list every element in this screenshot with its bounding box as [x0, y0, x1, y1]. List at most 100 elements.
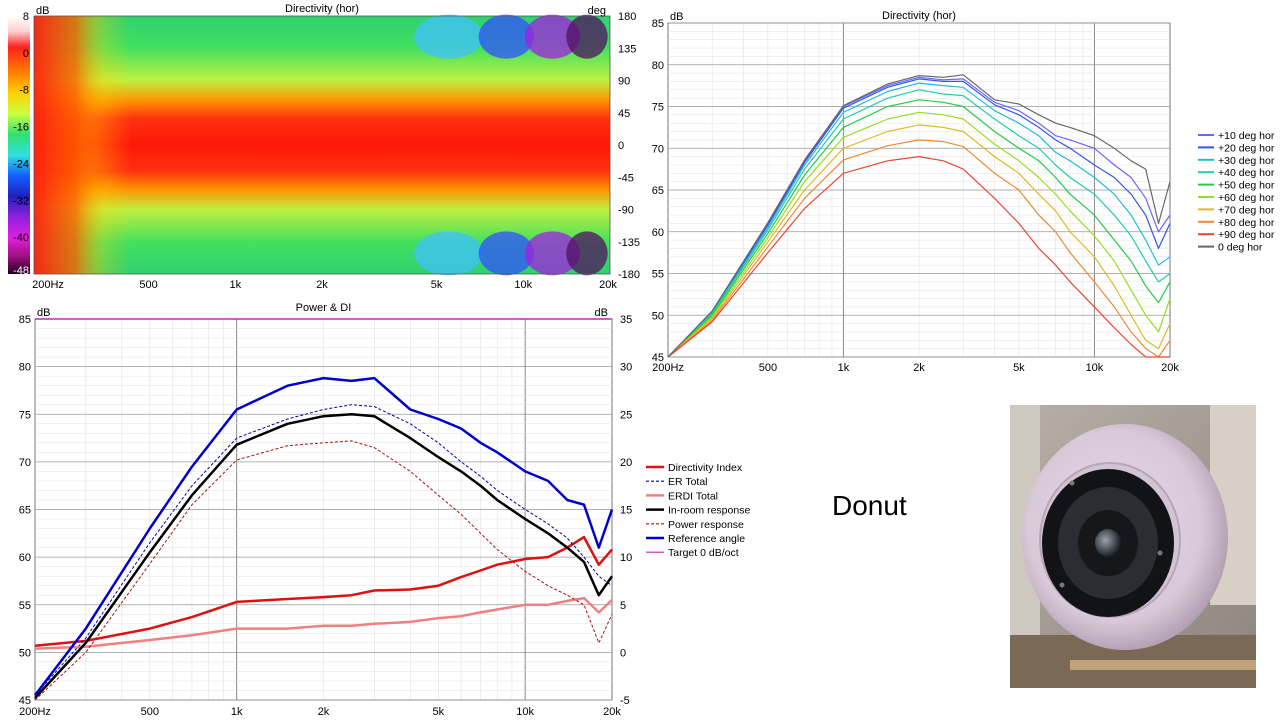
legend-label: Power response — [668, 519, 744, 531]
directivity-x-tick: 2k — [913, 362, 925, 374]
heatmap-ylabel-right: deg — [588, 5, 606, 17]
power-y-tick-right: 5 — [620, 600, 626, 612]
heatmap-y-tick: 135 — [618, 43, 636, 55]
colorbar-tick: -16 — [13, 122, 29, 134]
heatmap-y-tick: 90 — [618, 76, 630, 88]
heatmap-x-tick: 10k — [514, 279, 532, 290]
series-lines — [34, 318, 614, 701]
directivity-y-tick: 75 — [652, 102, 664, 114]
heatmap-lobe — [524, 14, 581, 59]
series-line-5 — [667, 99, 1171, 358]
legend-label: In-room response — [668, 505, 750, 517]
series-line-2 — [34, 404, 613, 696]
heatmap-lobe — [478, 14, 534, 59]
legend-label: Reference angle — [668, 533, 745, 545]
power-y-tick-right: 10 — [620, 552, 632, 564]
power-x-tick: 2k — [318, 706, 330, 718]
directivity-y-tick: 60 — [652, 227, 664, 239]
power-y-tick-left: 55 — [19, 600, 31, 612]
power-y-tick-left: 65 — [19, 505, 31, 517]
directivity-y-tick: 50 — [652, 310, 664, 322]
power-x-tick: 5k — [432, 706, 444, 718]
directivity-y-tick: 80 — [652, 60, 664, 72]
series-line-1 — [34, 535, 613, 647]
power-y-tick-right: 25 — [620, 409, 632, 421]
power-x-tick: 10k — [516, 706, 534, 718]
directivity-x-tick: 500 — [759, 362, 777, 374]
heatmap-ylabel-left: dB — [36, 5, 49, 17]
legend-label: +30 deg hor — [1218, 155, 1275, 167]
legend-label: +90 deg hor — [1218, 229, 1275, 241]
series-line-4 — [667, 89, 1171, 358]
heatmap-y-tick: 180 — [618, 11, 636, 23]
directivity-legend: +10 deg hor+20 deg hor+30 deg hor+40 deg… — [1198, 130, 1275, 254]
power-y-tick-right: 35 — [620, 314, 632, 326]
legend-label: +80 deg hor — [1218, 217, 1275, 229]
power-y-tick-right: 0 — [620, 647, 626, 659]
series-line-10 — [667, 74, 1171, 358]
power-y-tick-right: -5 — [620, 695, 630, 707]
heatmap-lobe — [524, 231, 581, 276]
colorbar-tick: -24 — [13, 158, 29, 170]
heatmap-body — [34, 14, 610, 276]
series-line-5 — [34, 440, 613, 701]
heatmap-y-tick: -45 — [618, 172, 634, 184]
heatmap-lowfreq-band — [34, 16, 265, 274]
directivity-y-tick: 85 — [652, 18, 664, 30]
directivity-y-tick: 55 — [652, 269, 664, 281]
series-line-6 — [34, 376, 614, 696]
power-y-tick-left: 80 — [19, 362, 31, 374]
power-x-tick: 500 — [141, 706, 159, 718]
colorbar-tick: 8 — [23, 11, 29, 23]
power-legend: Directivity Index ER Total ERDI Total In-ro… — [646, 462, 750, 559]
directivity-title: Directivity (hor) — [882, 10, 956, 22]
speaker-photo-icon — [1010, 405, 1256, 688]
directivity-x-tick: 10k — [1086, 362, 1104, 374]
series-line-3 — [34, 596, 613, 650]
colorbar-tick: -40 — [13, 232, 29, 244]
series-line-9 — [667, 156, 1170, 358]
colorbar-tick: -32 — [13, 195, 29, 207]
directivity-x-tick: 20k — [1161, 362, 1179, 374]
power-ylabel-left: dB — [37, 307, 50, 319]
heatmap-x-tick: 5k — [431, 279, 443, 290]
heatmap-y-tick: -135 — [618, 237, 640, 249]
directivity-ylabel: dB — [670, 11, 683, 23]
power-y-tick-left: 85 — [19, 314, 31, 326]
heatmap-lobe — [414, 14, 484, 59]
power-y-tick-left: 70 — [19, 457, 31, 469]
heatmap-x-tick: 2k — [316, 279, 328, 290]
series-line-6 — [667, 111, 1171, 358]
series-lines — [667, 74, 1171, 358]
legend-label: Directivity Index — [668, 462, 743, 474]
directivity-line-chart: Directivity (hor) dB 85 80 75 70 65 60 55 50 45200… — [652, 10, 1275, 374]
heatmap-x-tick: 500 — [139, 279, 157, 290]
power-x-tick: 1k — [231, 706, 243, 718]
colorbar-tick: -8 — [19, 85, 29, 97]
series-line-8 — [667, 139, 1171, 358]
power-title: Power & DI — [296, 302, 352, 314]
legend-label: +10 deg hor — [1218, 130, 1275, 142]
heatmap-lobe — [414, 231, 484, 276]
heatmap-y-tick: 0 — [618, 140, 624, 152]
directivity-lines-panel: Directivity (hor) dB 85 80 75 70 65 60 55 50 45 200… — [640, 0, 1280, 380]
heatmap-panel: 8 0 -8 -16 -24 -32 -40 -48 Directivity (hor) dB de… — [0, 0, 640, 291]
colorbar-tick: 0 — [23, 48, 29, 60]
directivity-x-tick: 5k — [1013, 362, 1025, 374]
power-y-tick-left: 45 — [19, 695, 31, 707]
legend-label: ERDI Total — [668, 490, 718, 502]
power-y-tick-left: 60 — [19, 552, 31, 564]
heatmap-lobe — [478, 231, 534, 276]
heatmap-x-tick: 200Hz — [32, 279, 64, 290]
speaker-photo — [1010, 405, 1256, 688]
directivity-y-tick: 45 — [652, 352, 664, 364]
series-line-7 — [667, 124, 1171, 358]
legend-label: 0 deg hor — [1218, 242, 1263, 254]
heatmap-title: Directivity (hor) — [285, 3, 359, 15]
grid — [668, 22, 1170, 358]
legend-label: ER Total — [668, 476, 708, 488]
directivity-y-tick: 65 — [652, 185, 664, 197]
power-di-panel: Power & DI dB dB 85 80 75 70 65 60 55 50 45 35 30 25 20… — [0, 296, 820, 720]
series-line-2 — [667, 78, 1171, 358]
